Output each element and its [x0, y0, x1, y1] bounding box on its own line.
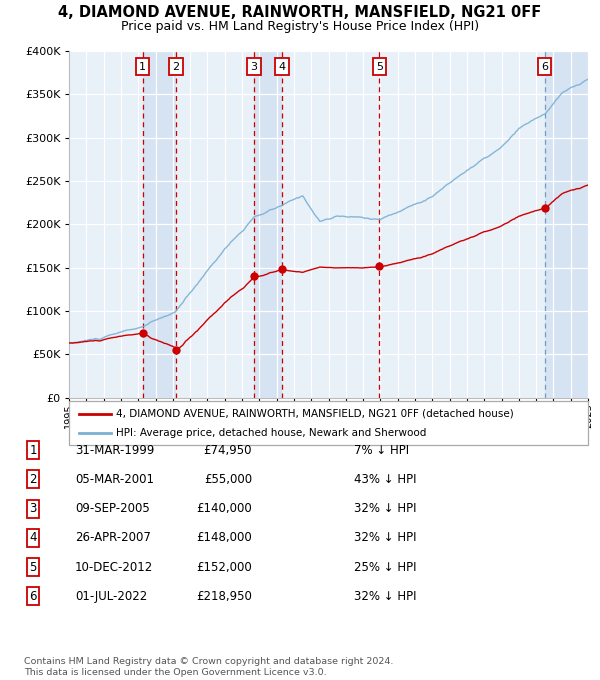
Text: 32% ↓ HPI: 32% ↓ HPI — [354, 502, 416, 515]
Text: 1: 1 — [29, 443, 37, 457]
Text: £152,000: £152,000 — [196, 560, 252, 574]
Text: 3: 3 — [29, 502, 37, 515]
Text: £140,000: £140,000 — [196, 502, 252, 515]
Text: 32% ↓ HPI: 32% ↓ HPI — [354, 590, 416, 603]
Text: 5: 5 — [29, 560, 37, 574]
Text: 4, DIAMOND AVENUE, RAINWORTH, MANSFIELD, NG21 0FF: 4, DIAMOND AVENUE, RAINWORTH, MANSFIELD,… — [58, 5, 542, 20]
Text: 26-APR-2007: 26-APR-2007 — [75, 531, 151, 545]
Text: 2: 2 — [172, 62, 179, 71]
Text: 6: 6 — [29, 590, 37, 603]
Text: 10-DEC-2012: 10-DEC-2012 — [75, 560, 153, 574]
Text: 05-MAR-2001: 05-MAR-2001 — [75, 473, 154, 486]
Text: 1: 1 — [139, 62, 146, 71]
Text: 01-JUL-2022: 01-JUL-2022 — [75, 590, 147, 603]
Text: Price paid vs. HM Land Registry's House Price Index (HPI): Price paid vs. HM Land Registry's House … — [121, 20, 479, 33]
Bar — [143, 51, 176, 398]
Text: £218,950: £218,950 — [196, 590, 252, 603]
Text: 25% ↓ HPI: 25% ↓ HPI — [354, 560, 416, 574]
Text: 4: 4 — [29, 531, 37, 545]
Text: Contains HM Land Registry data © Crown copyright and database right 2024.
This d: Contains HM Land Registry data © Crown c… — [24, 657, 394, 677]
Text: 2: 2 — [29, 473, 37, 486]
Text: 5: 5 — [376, 62, 383, 71]
Text: £148,000: £148,000 — [196, 531, 252, 545]
Text: £55,000: £55,000 — [204, 473, 252, 486]
Text: 6: 6 — [541, 62, 548, 71]
Bar — [254, 51, 282, 398]
Bar — [545, 51, 596, 398]
Text: 09-SEP-2005: 09-SEP-2005 — [75, 502, 150, 515]
Text: 7% ↓ HPI: 7% ↓ HPI — [354, 443, 409, 457]
Text: HPI: Average price, detached house, Newark and Sherwood: HPI: Average price, detached house, Newa… — [116, 428, 426, 438]
Text: 4, DIAMOND AVENUE, RAINWORTH, MANSFIELD, NG21 0FF (detached house): 4, DIAMOND AVENUE, RAINWORTH, MANSFIELD,… — [116, 409, 514, 419]
Text: 32% ↓ HPI: 32% ↓ HPI — [354, 531, 416, 545]
Text: 4: 4 — [278, 62, 286, 71]
Text: 31-MAR-1999: 31-MAR-1999 — [75, 443, 154, 457]
Text: £74,950: £74,950 — [203, 443, 252, 457]
Text: 3: 3 — [250, 62, 257, 71]
Text: 43% ↓ HPI: 43% ↓ HPI — [354, 473, 416, 486]
